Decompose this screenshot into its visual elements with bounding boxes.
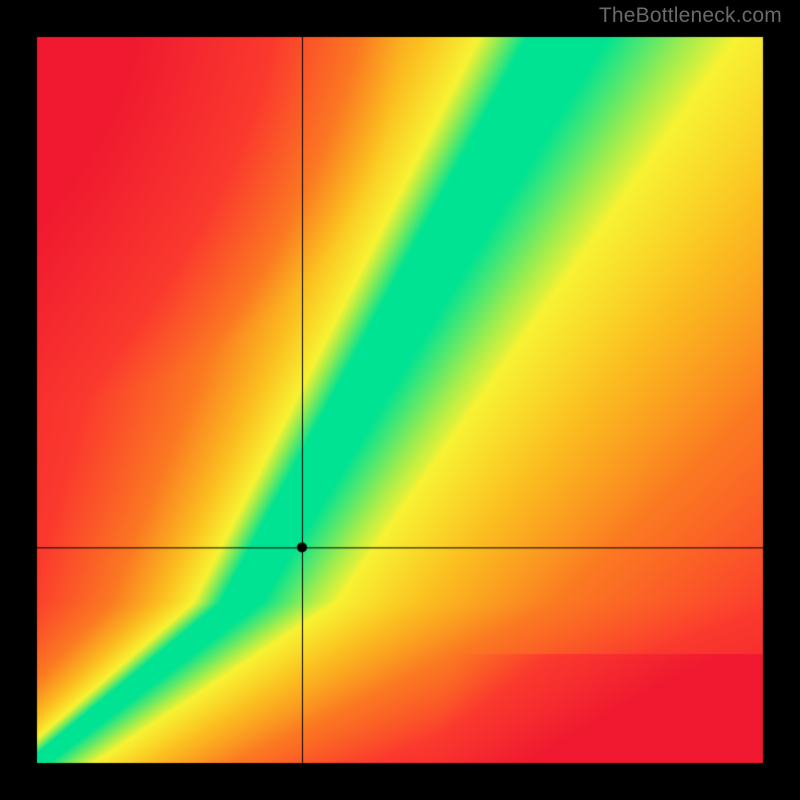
chart-container: TheBottleneck.com [0,0,800,800]
heatmap-canvas [0,0,800,800]
watermark-text: TheBottleneck.com [599,4,782,28]
